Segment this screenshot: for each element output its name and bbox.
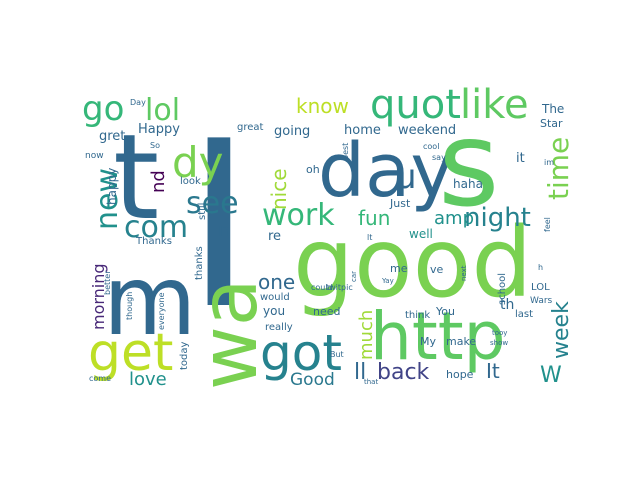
cloud-word: ve — [430, 263, 444, 276]
cloud-word: h — [538, 263, 543, 272]
cloud-word: think — [405, 310, 430, 321]
cloud-word: say — [432, 153, 446, 162]
cloud-word: car — [350, 271, 358, 282]
cloud-word: go — [82, 89, 124, 129]
cloud-word: My — [420, 335, 436, 348]
cloud-word: know — [296, 94, 349, 118]
cloud-word: back — [377, 360, 430, 385]
cloud-word: tooy — [492, 329, 507, 337]
cloud-word: twitpic — [326, 283, 353, 292]
cloud-word: would — [260, 292, 290, 303]
cloud-word: gret — [99, 129, 125, 144]
cloud-word: Just — [389, 197, 411, 210]
cloud-word: So — [150, 141, 160, 150]
cloud-word: nice — [267, 168, 291, 210]
cloud-word: lt — [367, 233, 372, 242]
cloud-word: You — [435, 305, 455, 318]
cloud-word: But — [330, 350, 344, 359]
cloud-word: fun — [358, 206, 390, 230]
cloud-word: see — [186, 186, 239, 221]
cloud-word: day — [318, 128, 454, 214]
cloud-word: I — [185, 93, 253, 360]
cloud-word: show — [490, 339, 508, 347]
cloud-word: happy — [105, 168, 119, 205]
cloud-word: nd — [148, 170, 169, 193]
cloud-word: It — [486, 359, 500, 383]
cloud-word: n — [218, 220, 229, 241]
cloud-word: you — [263, 304, 285, 318]
cloud-word: everyone — [157, 292, 166, 330]
cloud-word: better — [103, 270, 112, 295]
cloud-word: quot — [370, 82, 461, 128]
cloud-word: feel — [543, 217, 552, 232]
cloud-word: Wars — [530, 296, 553, 306]
cloud-word: haha — [453, 177, 483, 191]
cloud-word: http — [370, 298, 505, 375]
cloud-word: good — [293, 207, 532, 319]
cloud-word: got — [260, 324, 342, 382]
cloud-word: best — [341, 143, 350, 160]
cloud-word: love — [129, 369, 167, 390]
cloud-word: re — [268, 229, 281, 244]
cloud-word: weekend — [398, 123, 456, 138]
cloud-word: Thanks — [135, 236, 172, 247]
cloud-word: that — [364, 378, 378, 386]
cloud-word: going — [274, 124, 310, 139]
cloud-word: com — [124, 210, 188, 245]
cloud-word: week — [549, 301, 574, 359]
cloud-word: well — [409, 227, 433, 241]
cloud-word: LOL — [531, 282, 550, 293]
cloud-word: night — [464, 203, 531, 233]
cloud-word: much — [356, 310, 377, 360]
cloud-word: time — [542, 137, 575, 200]
cloud-word: lol — [145, 93, 180, 128]
cloud-word: Happy — [138, 122, 180, 137]
cloud-word: morning — [89, 263, 108, 330]
cloud-word: W — [540, 363, 562, 388]
cloud-word: im — [544, 158, 554, 167]
cloud-word: school — [497, 273, 508, 305]
cloud-word: Day — [130, 98, 146, 107]
cloud-word: one — [258, 270, 295, 294]
cloud-word: u — [395, 157, 417, 197]
cloud-word: Star — [540, 117, 563, 130]
cloud-word: home — [344, 123, 381, 138]
cloud-word: Good — [290, 370, 335, 390]
cloud-word: get — [88, 323, 173, 383]
cloud-word: though — [125, 292, 134, 320]
cloud-word: next — [460, 265, 468, 281]
cloud-word: m — [103, 245, 197, 357]
cloud-word: work — [262, 198, 335, 233]
cloud-word: cool — [423, 142, 439, 151]
cloud-word: hope — [446, 368, 474, 381]
cloud-word: now — [85, 151, 104, 161]
cloud-word: The — [541, 102, 564, 116]
cloud-word: really — [265, 322, 293, 333]
cloud-word: me — [390, 262, 408, 275]
cloud-word: need — [313, 305, 341, 318]
cloud-word: thanks — [194, 246, 205, 280]
cloud-word: amp — [434, 208, 474, 229]
cloud-word: great — [237, 122, 264, 133]
cloud-word: ll — [354, 360, 366, 385]
cloud-word: wa — [185, 278, 275, 390]
cloud-word: it — [516, 151, 525, 166]
cloud-word: today — [179, 341, 190, 370]
cloud-word: come — [89, 374, 111, 383]
cloud-word: like — [460, 82, 529, 128]
cloud-word: Yay — [381, 277, 394, 285]
cloud-word: look — [180, 176, 201, 187]
cloud-word: oh — [306, 163, 320, 176]
cloud-word: th — [500, 297, 514, 313]
cloud-word: s — [438, 95, 499, 233]
cloud-word: new — [90, 168, 125, 230]
cloud-word: still — [197, 203, 208, 220]
cloud-word: t — [113, 108, 159, 246]
cloud-word: make — [446, 335, 476, 348]
cloud-word: could — [311, 283, 333, 292]
cloud-word: dy — [172, 138, 224, 187]
cloud-word: last — [515, 309, 533, 320]
